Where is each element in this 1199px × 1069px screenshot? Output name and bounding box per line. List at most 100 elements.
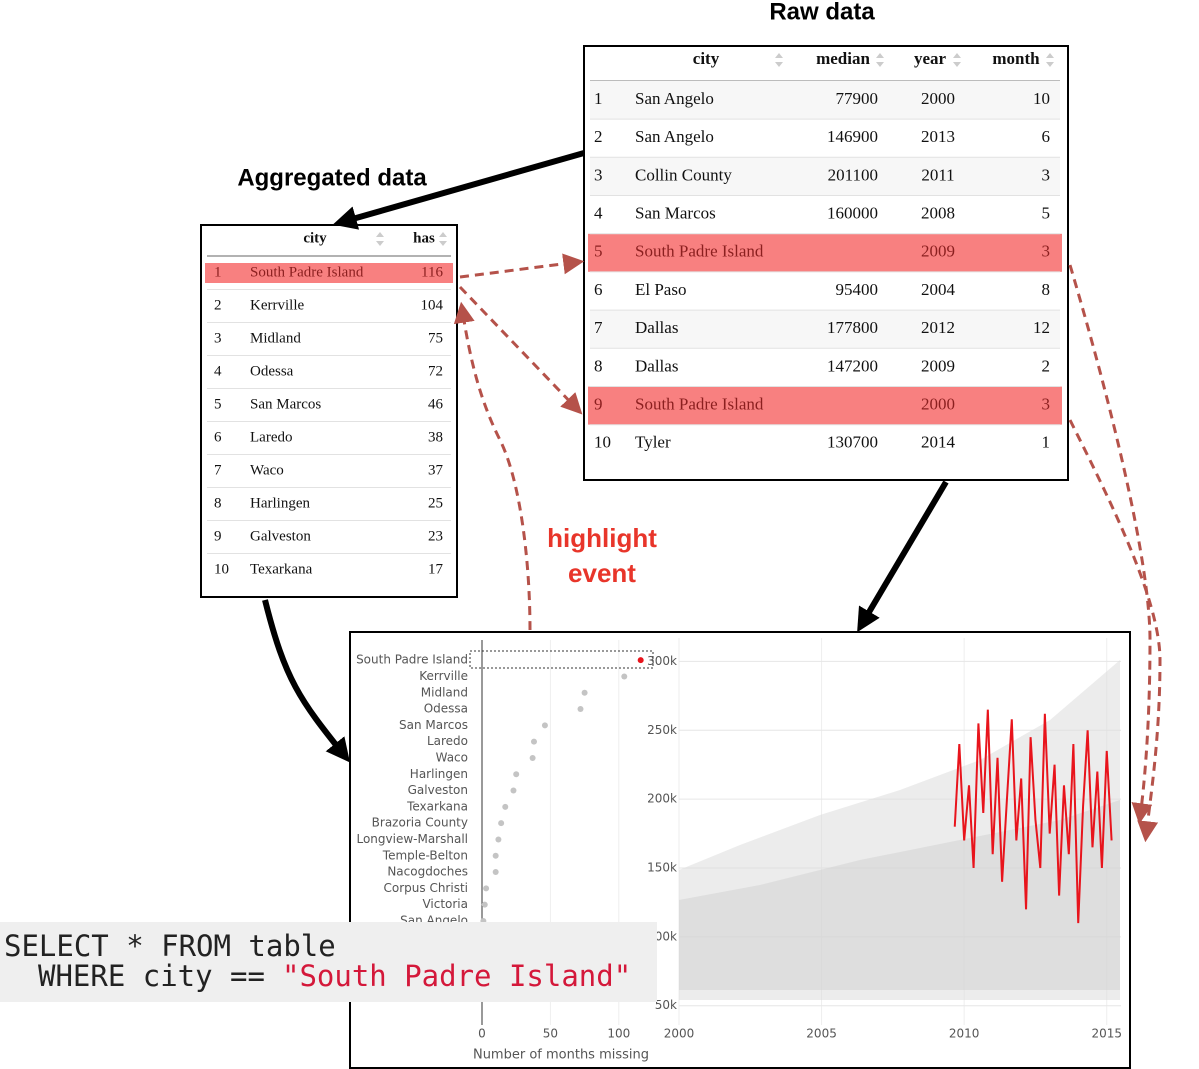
cell: Odessa bbox=[250, 363, 294, 379]
line-series bbox=[953, 709, 1113, 924]
category-label: Corpus Christi bbox=[384, 881, 469, 895]
dot bbox=[502, 803, 509, 810]
cell: 160000 bbox=[827, 204, 878, 223]
cell: 5 bbox=[214, 396, 222, 412]
cell: 2 bbox=[594, 127, 603, 146]
cell: 104 bbox=[421, 297, 444, 313]
aggregated-table-frame bbox=[200, 224, 458, 598]
cell: 2000 bbox=[921, 89, 955, 108]
category-label: Midland bbox=[421, 685, 468, 699]
cell: Dallas bbox=[635, 356, 678, 375]
arrow bbox=[332, 150, 585, 230]
cell: 5 bbox=[594, 242, 603, 261]
cell: 4 bbox=[594, 204, 603, 223]
cell: South Padre Island bbox=[635, 395, 764, 414]
cell: 38 bbox=[428, 429, 443, 445]
cell: 75 bbox=[428, 330, 443, 346]
cell: 12 bbox=[1033, 318, 1050, 337]
category-label: Nacogdoches bbox=[387, 865, 468, 879]
dashed-arrow bbox=[1068, 419, 1162, 843]
highlighted-row bbox=[205, 263, 453, 283]
cell: 146900 bbox=[827, 127, 878, 146]
x-tick-label: 50 bbox=[543, 1027, 558, 1041]
dot bbox=[581, 689, 588, 696]
sort-arrow bbox=[376, 232, 384, 246]
cell: 6 bbox=[1042, 127, 1051, 146]
column-header: has bbox=[413, 230, 435, 246]
category-label: San Marcos bbox=[399, 718, 468, 732]
x-axis-label: Number of months missing bbox=[473, 1048, 649, 1063]
cell: 201100 bbox=[828, 165, 878, 184]
cell: 3 bbox=[214, 330, 222, 346]
row-stripe bbox=[590, 80, 1060, 120]
sort-arrow bbox=[953, 53, 961, 67]
raw-title: Raw data bbox=[769, 0, 875, 25]
x-tick-label: 2010 bbox=[949, 1027, 980, 1041]
annotation: event bbox=[568, 558, 636, 588]
cell: San Marcos bbox=[635, 204, 716, 223]
cell: 7 bbox=[594, 318, 603, 337]
plot-marks bbox=[480, 657, 1113, 924]
category-label: Galveston bbox=[408, 783, 468, 797]
cell: 6 bbox=[594, 280, 603, 299]
raw-table: city median year month 1 San Angelo 77900 2000 1… bbox=[588, 49, 1062, 452]
category-label: Waco bbox=[436, 750, 468, 764]
cell: 2011 bbox=[921, 165, 954, 184]
cell: Texarkana bbox=[250, 561, 313, 577]
sql-where-line: WHERE city == "South Padre Island" bbox=[38, 959, 631, 993]
dot bbox=[530, 738, 537, 745]
column-header: month bbox=[992, 49, 1040, 68]
cell: 6 bbox=[214, 429, 222, 445]
dot bbox=[529, 754, 536, 761]
cell: 3 bbox=[594, 165, 603, 184]
cell: 17 bbox=[428, 561, 444, 577]
cell: San Angelo bbox=[635, 127, 714, 146]
cell: 46 bbox=[428, 396, 444, 412]
category-label: Temple-Belton bbox=[382, 848, 468, 862]
sort-arrow bbox=[876, 53, 884, 67]
cell: Galveston bbox=[250, 528, 311, 544]
dot bbox=[492, 869, 499, 876]
cell: Midland bbox=[250, 330, 301, 346]
x-tick-label: 100 bbox=[607, 1027, 630, 1041]
arrows bbox=[262, 150, 1162, 843]
cell: 2 bbox=[214, 297, 222, 313]
cell: Laredo bbox=[250, 429, 292, 445]
dot bbox=[621, 673, 628, 680]
x-tick-label: 2005 bbox=[806, 1027, 837, 1041]
cell: 2009 bbox=[921, 356, 955, 375]
background-lines-band bbox=[679, 800, 1120, 990]
dashed-arrow bbox=[458, 285, 583, 415]
category-label: Kerrville bbox=[419, 669, 468, 683]
cell: Waco bbox=[250, 462, 284, 478]
cell: 25 bbox=[428, 495, 443, 511]
cell: 77900 bbox=[836, 89, 879, 108]
arrow bbox=[262, 599, 350, 763]
cell: 7 bbox=[214, 462, 222, 478]
sql-select: SELECT * FROM table bbox=[4, 929, 336, 963]
cell: South Padre Island bbox=[635, 242, 764, 261]
cell: El Paso bbox=[635, 280, 686, 299]
category-label: Longview-Marshall bbox=[356, 832, 468, 846]
cell: 3 bbox=[1042, 395, 1051, 414]
dot bbox=[577, 706, 584, 713]
cell: 130700 bbox=[827, 433, 878, 452]
cell: South Padre Island bbox=[250, 264, 364, 280]
cell: 37 bbox=[428, 462, 444, 478]
cell: 2013 bbox=[921, 127, 955, 146]
dot bbox=[510, 787, 517, 794]
highlighted-row bbox=[588, 386, 1062, 425]
highlighted-row bbox=[588, 233, 1062, 272]
sql-box bbox=[0, 922, 657, 1002]
category-label: South Padre Island bbox=[356, 653, 468, 667]
cell: Dallas bbox=[635, 318, 678, 337]
cell: 147200 bbox=[827, 356, 878, 375]
y-tick-label: 50k bbox=[655, 998, 677, 1012]
category-label: Victoria bbox=[422, 897, 468, 911]
sort-arrow bbox=[439, 232, 447, 246]
cell: 10 bbox=[1033, 89, 1050, 108]
cell: 2008 bbox=[921, 204, 955, 223]
cell: 3 bbox=[1042, 165, 1051, 184]
